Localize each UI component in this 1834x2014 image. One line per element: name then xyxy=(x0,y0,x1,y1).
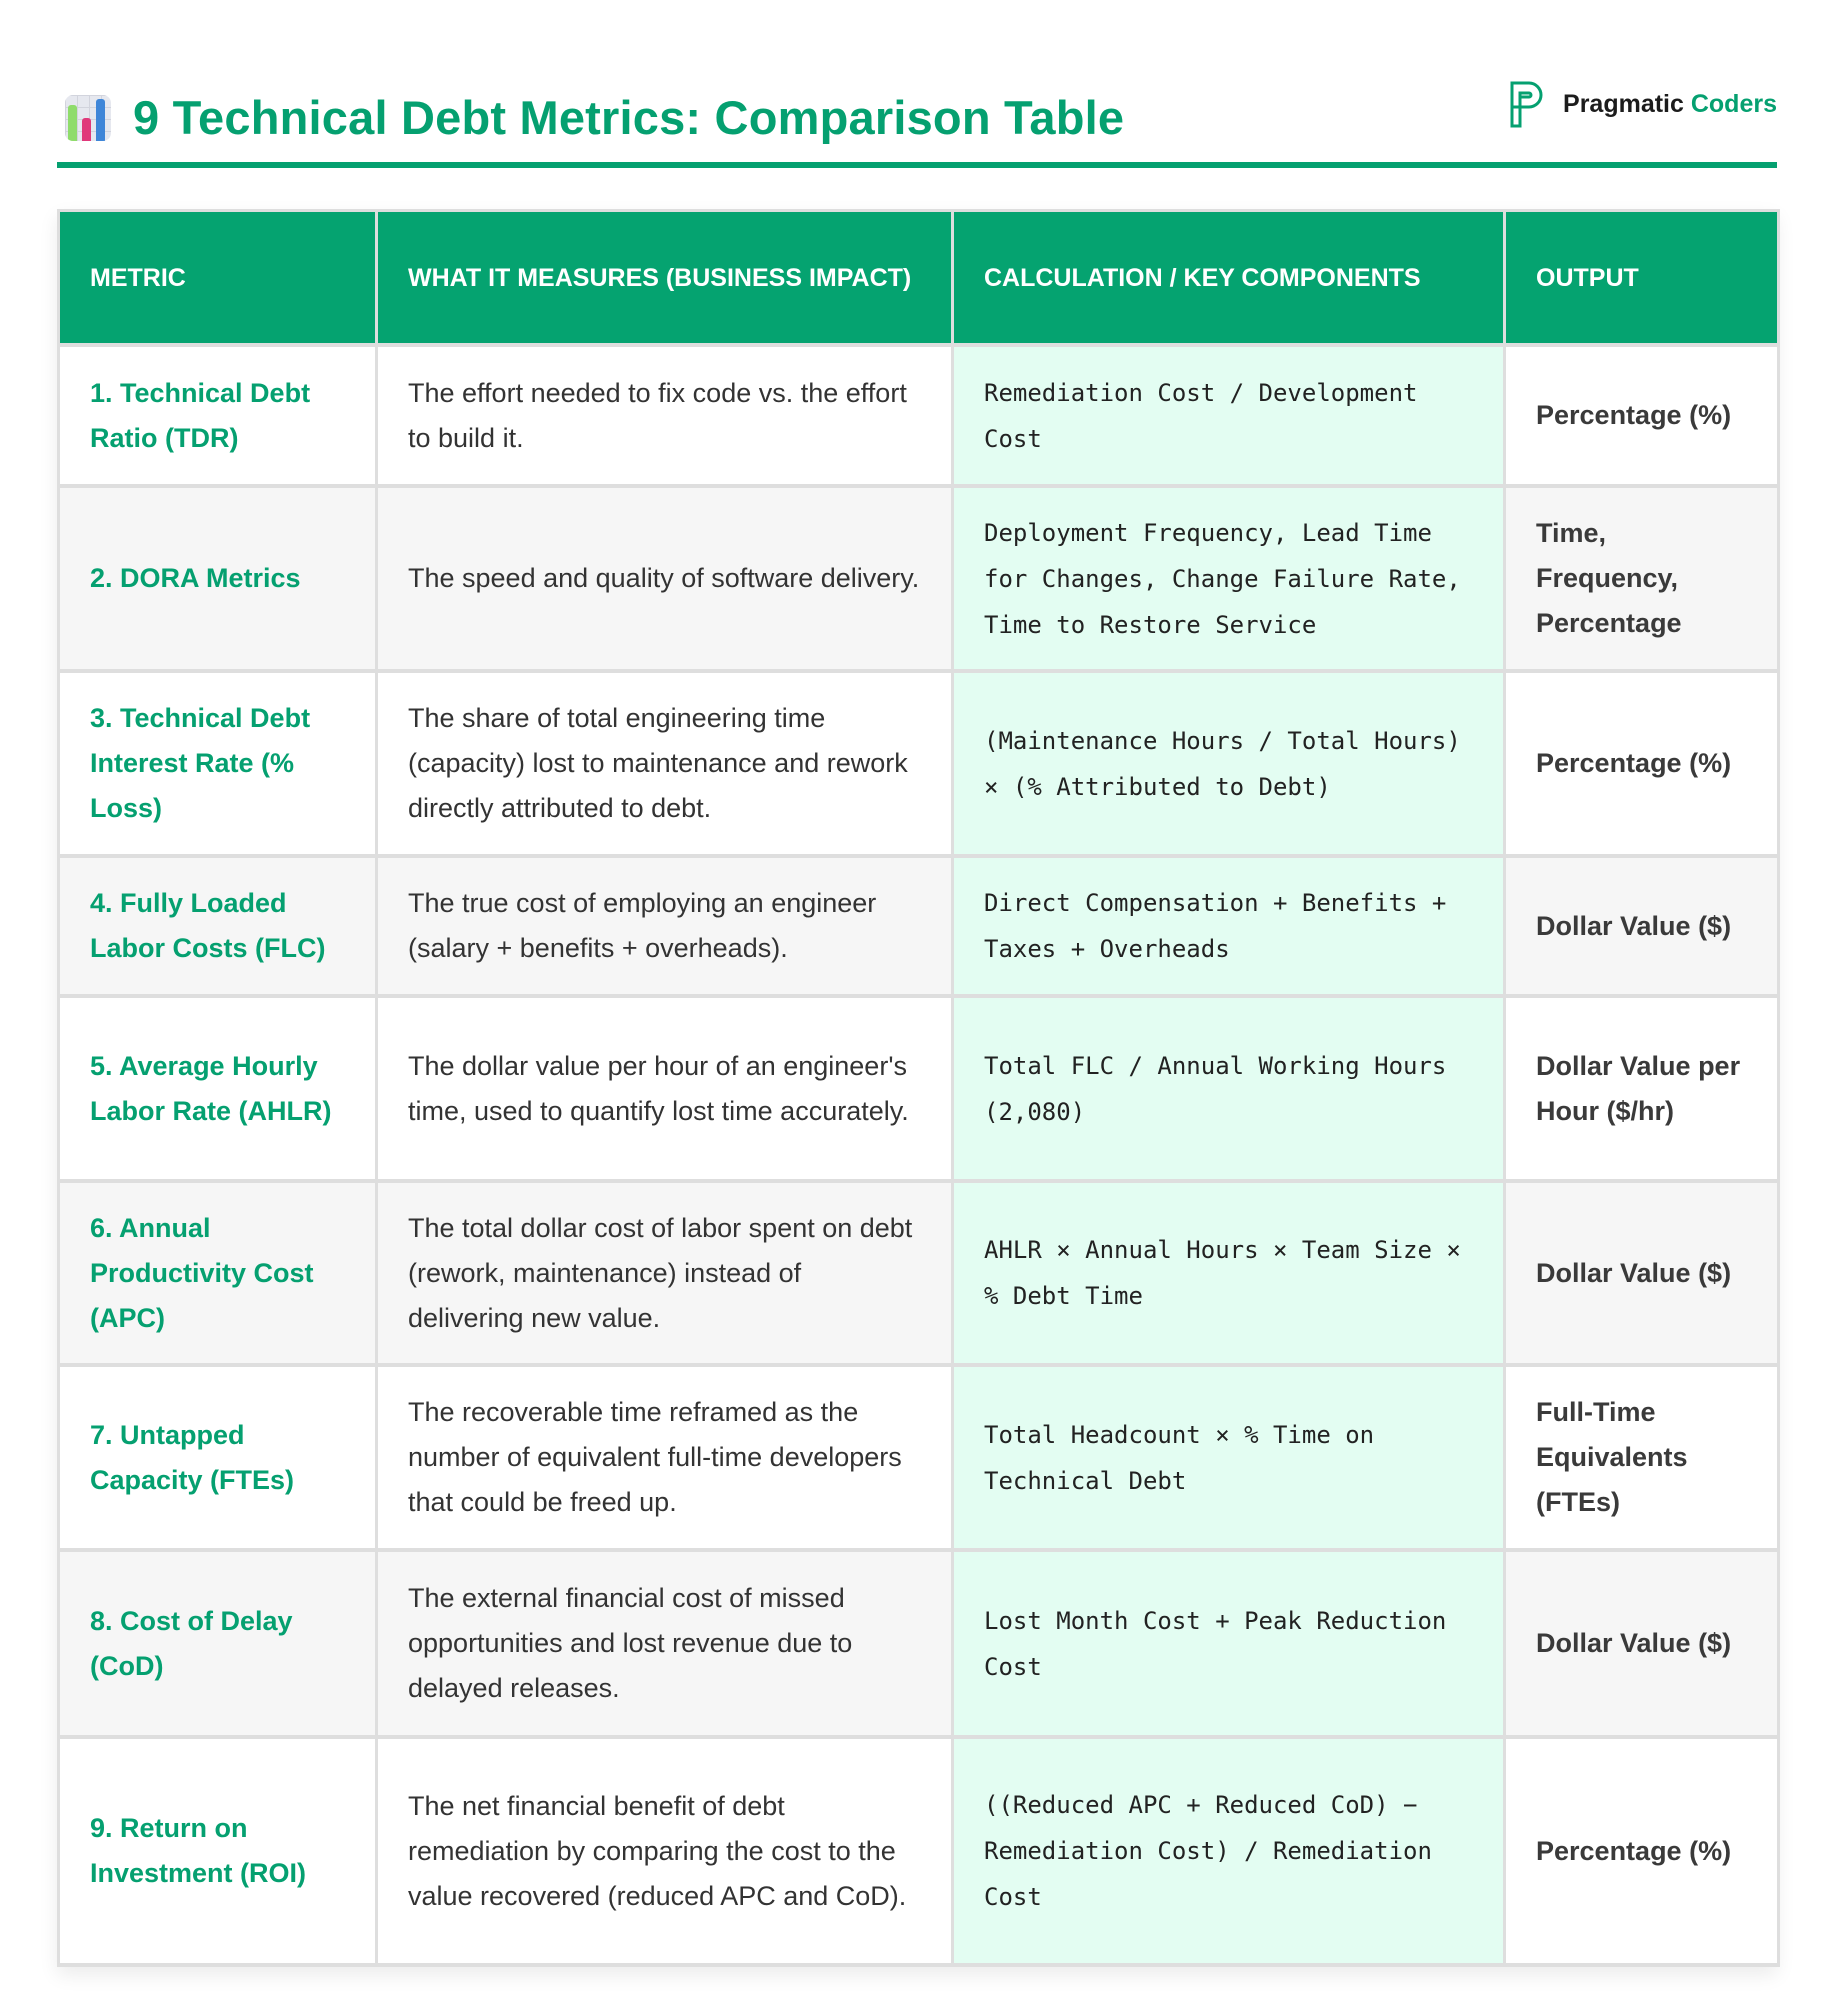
metric-calculation: Deployment Frequency, Lead Time for Chan… xyxy=(952,486,1506,673)
comparison-table-container: METRIC WHAT IT MEASURES (BUSINESS IMPACT… xyxy=(57,209,1780,1967)
table-row: 5. Average Hourly Labor Rate (AHLR) The … xyxy=(58,996,1779,1183)
metric-calculation: Lost Month Cost + Peak Reduction Cost xyxy=(952,1550,1506,1739)
table-row: 9. Return on Investment (ROI) The net fi… xyxy=(58,1737,1779,1967)
metric-calculation: Total Headcount × % Time on Technical De… xyxy=(952,1365,1506,1552)
bar-chart-icon xyxy=(65,94,111,141)
table-row: 1. Technical Debt Ratio (TDR) The effort… xyxy=(58,345,1779,488)
metric-calculation: Direct Compensation + Benefits + Taxes +… xyxy=(952,856,1506,998)
metric-name: 6. Annual Productivity Cost (APC) xyxy=(58,1181,378,1367)
table-row: 4. Fully Loaded Labor Costs (FLC) The tr… xyxy=(58,856,1779,998)
metric-output: Percentage (%) xyxy=(1504,671,1779,858)
metric-output: Dollar Value ($) xyxy=(1504,856,1779,998)
metric-description: The net financial benefit of debt remedi… xyxy=(376,1737,954,1967)
column-header-calculation: CALCULATION / KEY COMPONENTS xyxy=(952,210,1506,347)
metric-calculation: Total FLC / Annual Working Hours (2,080) xyxy=(952,996,1506,1183)
metric-description: The speed and quality of software delive… xyxy=(376,486,954,673)
metric-calculation: AHLR × Annual Hours × Team Size × % Debt… xyxy=(952,1181,1506,1367)
column-header-measures: WHAT IT MEASURES (BUSINESS IMPACT) xyxy=(376,210,954,347)
metric-name: 7. Untapped Capacity (FTEs) xyxy=(58,1365,378,1552)
table-row: 8. Cost of Delay (CoD) The external fina… xyxy=(58,1550,1779,1739)
table-row: 6. Annual Productivity Cost (APC) The to… xyxy=(58,1181,1779,1367)
metric-output: Dollar Value per Hour ($/hr) xyxy=(1504,996,1779,1183)
brand-name-part1: Pragmatic xyxy=(1563,89,1684,118)
metric-output: Percentage (%) xyxy=(1504,1737,1779,1967)
pragmatic-coders-logo-icon xyxy=(1510,81,1543,128)
metric-calculation: Remediation Cost / Development Cost xyxy=(952,345,1506,488)
table-row: 2. DORA Metrics The speed and quality of… xyxy=(58,486,1779,673)
metric-name: 3. Technical Debt Interest Rate (% Loss) xyxy=(58,671,378,858)
metric-output: Dollar Value ($) xyxy=(1504,1550,1779,1739)
brand[interactable]: Pragmatic Coders xyxy=(1509,80,1777,128)
title-divider xyxy=(57,162,1777,168)
brand-name: Pragmatic Coders xyxy=(1563,90,1777,119)
metric-calculation: (Maintenance Hours / Total Hours) × (% A… xyxy=(952,671,1506,858)
metric-description: The total dollar cost of labor spent on … xyxy=(376,1181,954,1367)
metric-name: 9. Return on Investment (ROI) xyxy=(58,1737,378,1967)
table-header-row: METRIC WHAT IT MEASURES (BUSINESS IMPACT… xyxy=(58,210,1779,347)
metric-output: Percentage (%) xyxy=(1504,345,1779,488)
metric-name: 8. Cost of Delay (CoD) xyxy=(58,1550,378,1739)
metric-output: Time, Frequency, Percentage xyxy=(1504,486,1779,673)
metric-description: The external financial cost of missed op… xyxy=(376,1550,954,1739)
metric-description: The dollar value per hour of an engineer… xyxy=(376,996,954,1183)
column-header-output: OUTPUT xyxy=(1504,210,1779,347)
metric-description: The share of total engineering time (cap… xyxy=(376,671,954,858)
metric-description: The true cost of employing an engineer (… xyxy=(376,856,954,998)
metric-name: 2. DORA Metrics xyxy=(58,486,378,673)
page-title: 9 Technical Debt Metrics: Comparison Tab… xyxy=(133,91,1125,144)
metric-description: The recoverable time reframed as the num… xyxy=(376,1365,954,1552)
metrics-comparison-table: METRIC WHAT IT MEASURES (BUSINESS IMPACT… xyxy=(57,209,1780,1967)
metric-name: 4. Fully Loaded Labor Costs (FLC) xyxy=(58,856,378,998)
metric-name: 1. Technical Debt Ratio (TDR) xyxy=(58,345,378,488)
column-header-metric: METRIC xyxy=(58,210,378,347)
brand-name-part2: Coders xyxy=(1690,89,1777,118)
metric-name: 5. Average Hourly Labor Rate (AHLR) xyxy=(58,996,378,1183)
metric-output: Dollar Value ($) xyxy=(1504,1181,1779,1367)
title-group: 9 Technical Debt Metrics: Comparison Tab… xyxy=(65,90,1124,145)
page-header: 9 Technical Debt Metrics: Comparison Tab… xyxy=(57,80,1777,170)
table-row: 3. Technical Debt Interest Rate (% Loss)… xyxy=(58,671,1779,858)
metric-calculation: ((Reduced APC + Reduced CoD) − Remediati… xyxy=(952,1737,1506,1967)
metric-description: The effort needed to fix code vs. the ef… xyxy=(376,345,954,488)
table-row: 7. Untapped Capacity (FTEs) The recovera… xyxy=(58,1365,1779,1552)
metric-output: Full-Time Equivalents (FTEs) xyxy=(1504,1365,1779,1552)
